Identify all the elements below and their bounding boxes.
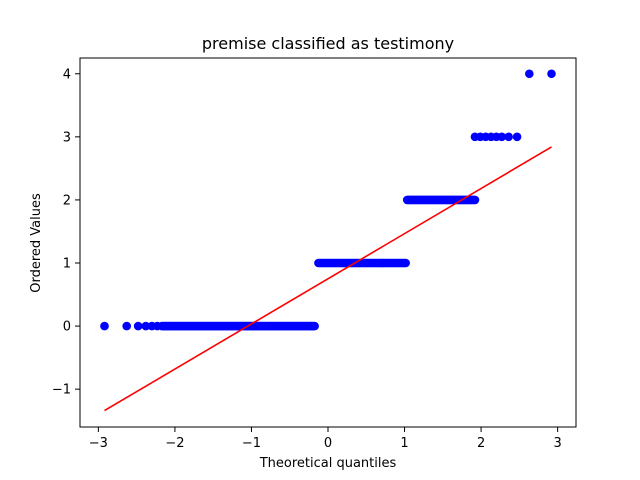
y-tick-label: 1	[63, 257, 71, 272]
plot-area	[100, 69, 556, 412]
data-point	[525, 69, 534, 79]
y-axis-label: Ordered Values	[29, 193, 44, 293]
x-tick-label: 2	[477, 436, 485, 451]
data-point	[497, 132, 507, 142]
plot-marks	[100, 69, 556, 412]
y-tick-label: −1	[52, 383, 71, 398]
y-tick-label: 0	[63, 320, 71, 335]
data-point	[310, 321, 319, 331]
fit-line	[104, 146, 552, 412]
x-tick-label: 1	[400, 436, 408, 451]
x-tick-label: −3	[89, 436, 108, 451]
data-point	[133, 321, 143, 331]
data-point	[122, 321, 131, 331]
axes-frame	[79, 57, 577, 428]
data-point	[504, 132, 513, 142]
data-point	[547, 69, 556, 79]
y-tick-label: 2	[63, 193, 71, 208]
data-point	[401, 258, 410, 268]
axis-ticks: −3 −2 −1 0 1 2 3 −1 0 1 2 3 4	[52, 67, 562, 451]
y-tick-label: 3	[63, 130, 71, 145]
y-tick-label: 4	[63, 67, 71, 82]
chart-title: premise classified as testimony	[202, 34, 454, 53]
x-tick-label: −2	[165, 436, 184, 451]
data-point	[100, 321, 109, 331]
x-tick-label: −1	[242, 436, 261, 451]
x-axis-label: Theoretical quantiles	[259, 456, 397, 471]
x-tick-label: 3	[553, 436, 561, 451]
data-point	[470, 195, 480, 205]
data-point	[512, 132, 522, 142]
x-tick-label: 0	[324, 436, 332, 451]
data-point	[141, 321, 151, 331]
